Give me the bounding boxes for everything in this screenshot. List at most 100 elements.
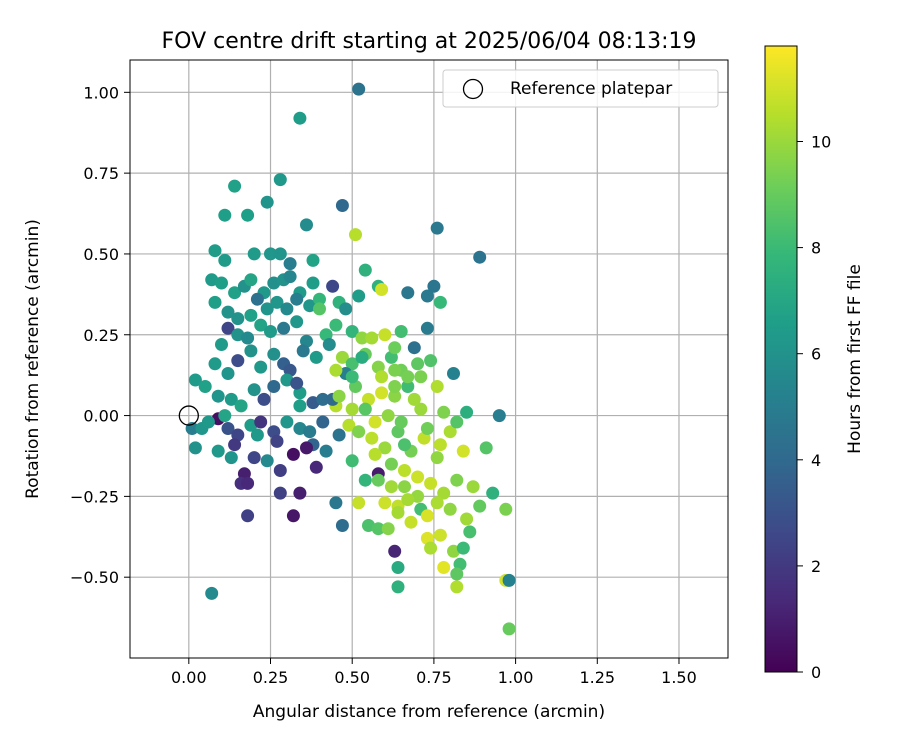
data-point [384, 457, 398, 471]
data-point [371, 522, 385, 536]
y-axis-label: Rotation from reference (arcmin) [23, 219, 43, 499]
data-point [241, 476, 255, 490]
data-point [430, 451, 444, 465]
data-point [381, 522, 395, 536]
data-point [424, 541, 438, 555]
reference-platepar-marker [178, 405, 199, 426]
data-point [388, 363, 402, 377]
data-point [349, 228, 362, 242]
data-point [244, 308, 258, 322]
data-point [401, 370, 415, 384]
data-point [391, 506, 405, 519]
data-point [437, 561, 451, 574]
data-point [221, 367, 235, 380]
data-point [241, 331, 255, 345]
data-point [368, 447, 382, 461]
data-point [447, 367, 460, 380]
x-axis-ticks: 0.00 0.25 0.50 0.75 1.00 1.25 1.50 [171, 658, 697, 687]
data-point [335, 350, 349, 364]
data-point [345, 454, 359, 468]
data-point [208, 295, 222, 309]
data-point [371, 473, 385, 487]
data-point [247, 247, 261, 261]
data-point [404, 515, 418, 529]
data-point [381, 409, 395, 423]
data-point [201, 415, 215, 429]
data-point [479, 441, 493, 455]
x-tick-label: 1.00 [498, 668, 534, 687]
data-point [339, 302, 353, 316]
data-point [433, 528, 447, 542]
data-point [211, 444, 225, 458]
data-point [286, 509, 300, 523]
data-point [365, 431, 379, 445]
data-point [394, 325, 408, 338]
data-points [185, 82, 516, 636]
data-point [273, 464, 287, 477]
data-point [254, 415, 268, 429]
data-point [205, 586, 219, 600]
y-tick-label: −0.25 [70, 487, 119, 506]
data-point [316, 392, 330, 406]
data-point [345, 370, 359, 384]
data-point [260, 454, 274, 468]
data-point [345, 357, 359, 371]
data-point [293, 486, 307, 500]
data-point [316, 415, 330, 429]
plot-area-frame [129, 59, 729, 659]
colorbar-tick-label: 0 [811, 663, 821, 682]
data-point [414, 402, 428, 416]
data-point [411, 357, 425, 371]
data-point [499, 502, 513, 516]
data-point [286, 447, 300, 461]
data-point [329, 496, 343, 510]
data-point [352, 425, 366, 439]
data-point [342, 418, 356, 432]
data-point [264, 247, 277, 261]
data-point [407, 392, 421, 406]
data-point [296, 344, 310, 358]
data-point [450, 415, 464, 429]
data-point [270, 295, 284, 309]
data-point [293, 422, 307, 435]
data-point [352, 496, 366, 510]
x-tick-label: 0.25 [253, 668, 289, 687]
data-point [309, 350, 323, 364]
data-point [427, 279, 441, 293]
data-point [398, 464, 411, 477]
data-point [450, 473, 464, 487]
colorbar-tick-label: 6 [811, 345, 821, 364]
data-point [492, 409, 506, 423]
data-point [244, 418, 258, 432]
data-point [378, 328, 392, 342]
data-point [502, 573, 516, 587]
data-point [411, 489, 425, 503]
legend: Reference platepar [442, 69, 719, 108]
data-point [378, 441, 392, 455]
colorbar-gradient [764, 45, 798, 673]
data-point [290, 315, 304, 329]
data-point [215, 276, 228, 290]
data-point [254, 360, 268, 374]
data-point [283, 270, 297, 284]
data-point [411, 470, 425, 484]
data-point [332, 428, 346, 442]
data-point [267, 347, 281, 361]
data-point [231, 354, 245, 368]
legend-box [442, 69, 719, 108]
data-point [437, 405, 451, 419]
data-point [218, 208, 232, 222]
data-point [368, 415, 382, 429]
data-point [205, 273, 219, 287]
data-point [460, 405, 474, 419]
data-point [424, 476, 438, 490]
data-point [365, 331, 379, 345]
data-point [414, 370, 428, 384]
data-point [388, 544, 402, 558]
data-point [211, 389, 225, 403]
data-point [358, 263, 372, 277]
data-point [277, 321, 291, 335]
data-point [335, 199, 349, 212]
data-point [352, 82, 366, 96]
data-point [306, 253, 320, 267]
